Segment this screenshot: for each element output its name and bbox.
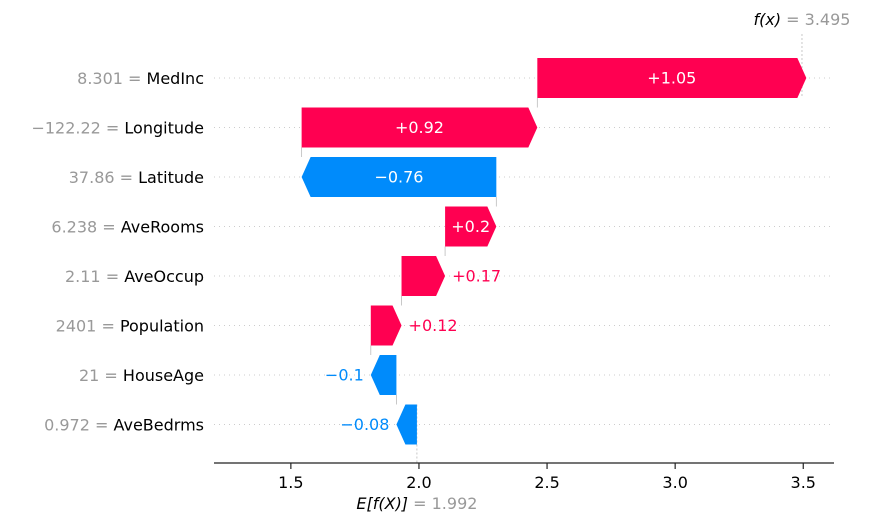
- feature-label: 37.86 = Latitude: [69, 168, 204, 187]
- feature-value: −122.22 =: [31, 119, 124, 138]
- negative-contribution-bar: [396, 404, 417, 445]
- contribution-label: −0.08: [340, 415, 389, 434]
- feature-label: 2.11 = AveOccup: [65, 267, 204, 286]
- contribution-label: +0.17: [452, 267, 501, 286]
- feature-labels: 8.301 = MedInc −122.22 = Longitude 37.86 =…: [31, 69, 204, 435]
- base-value-label: E[f(X)] = 1.992: [356, 494, 477, 513]
- feature-label: −122.22 = Longitude: [31, 119, 204, 138]
- feature-label: 2401 = Population: [56, 317, 204, 336]
- feature-value: 37.86 =: [69, 168, 138, 187]
- feature-name: Longitude: [124, 119, 204, 138]
- feature-label: 21 = HouseAge: [79, 366, 204, 385]
- feature-name: AveBedrms: [113, 416, 204, 435]
- contribution-label: +0.12: [409, 316, 458, 335]
- feature-name: AveRooms: [121, 218, 204, 237]
- contribution-label: +0.2: [451, 217, 490, 236]
- feature-value: 6.238 =: [51, 218, 120, 237]
- base-value-number: = 1.992: [408, 494, 477, 513]
- x-tick-label: 2.0: [406, 473, 431, 492]
- connector-lines: [301, 34, 803, 463]
- positive-contribution-bar: [401, 256, 446, 296]
- feature-label: 8.301 = MedInc: [77, 69, 204, 88]
- positive-contribution-bar: [537, 58, 807, 98]
- x-tick-label: 1.5: [278, 473, 303, 492]
- x-tick-label: 2.5: [534, 473, 559, 492]
- x-axis: 1.5 2.0 2.5 3.0 3.5: [214, 462, 834, 492]
- contribution-label: −0.76: [374, 168, 423, 187]
- feature-name: AveOccup: [124, 267, 204, 286]
- feature-value: 2401 =: [56, 317, 120, 336]
- feature-name: HouseAge: [123, 366, 204, 385]
- feature-value: 8.301 =: [77, 69, 146, 88]
- x-tick-label: 3.5: [791, 473, 816, 492]
- positive-contribution-bar: [301, 107, 538, 148]
- feature-name: MedInc: [147, 69, 204, 88]
- base-value-text: E[f(X)] = 1.992: [356, 494, 477, 513]
- positive-contribution-bar: [445, 206, 497, 247]
- feature-value: 21 =: [79, 366, 123, 385]
- output-value-text: f(x) = 3.495: [753, 10, 850, 29]
- feature-value: 2.11 =: [65, 267, 124, 286]
- contribution-bars: +1.05 +0.92 −0.76 +0.2 +0.17 +0.12 −0.1 −0.08: [301, 58, 807, 445]
- output-label-prefix: f(x): [753, 10, 781, 29]
- x-tick-label: 3.0: [662, 473, 687, 492]
- feature-name: Population: [120, 317, 204, 336]
- negative-contribution-bar: [370, 355, 397, 395]
- negative-contribution-bar: [301, 157, 497, 197]
- base-label-prefix: E[f(X)]: [356, 494, 408, 513]
- contribution-label: +0.92: [395, 118, 444, 137]
- positive-contribution-bar: [370, 305, 402, 346]
- output-value-label: f(x) = 3.495: [753, 10, 850, 29]
- feature-label: 6.238 = AveRooms: [51, 218, 204, 237]
- contribution-label: +1.05: [647, 69, 696, 88]
- feature-label: 0.972 = AveBedrms: [44, 416, 204, 435]
- feature-value: 0.972 =: [44, 416, 113, 435]
- contribution-label: −0.1: [325, 366, 364, 385]
- feature-name: Latitude: [138, 168, 204, 187]
- output-value-number: = 3.495: [781, 10, 850, 29]
